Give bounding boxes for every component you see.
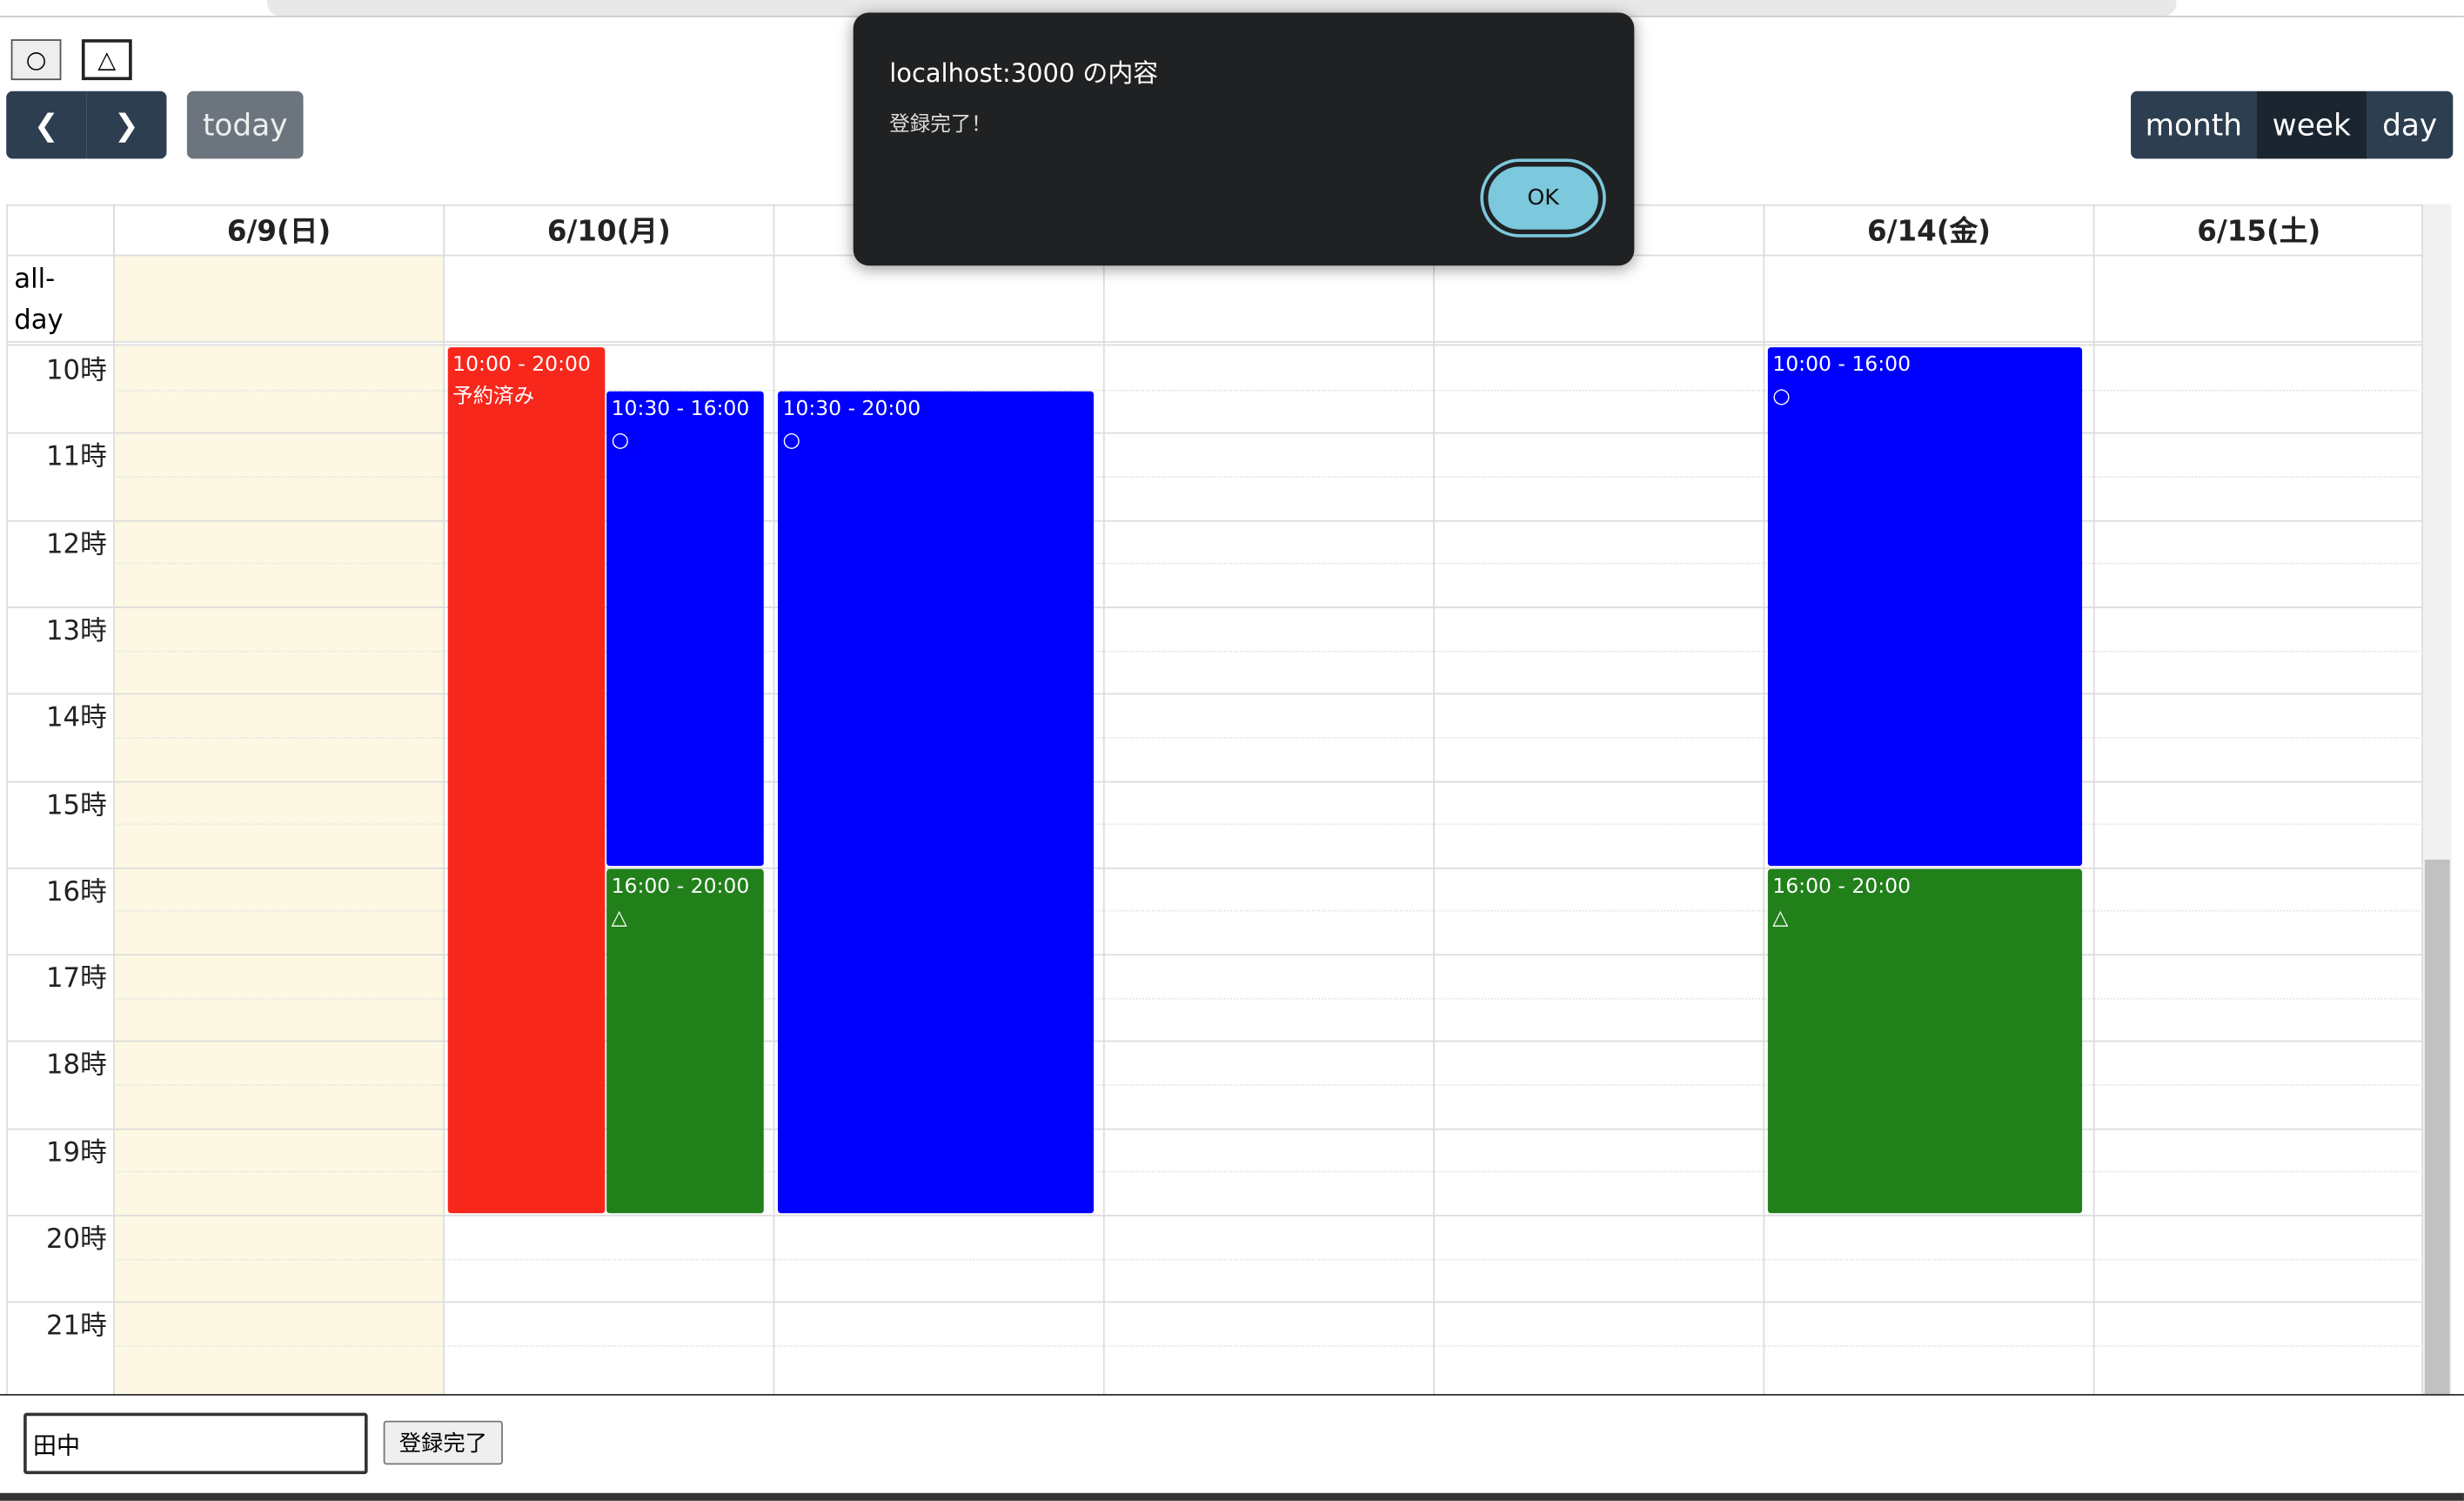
half-hour-line bbox=[113, 910, 2424, 913]
symbol-button[interactable]: △ bbox=[81, 39, 132, 81]
column-line bbox=[1763, 204, 1765, 1395]
hour-label: 10時 bbox=[46, 355, 107, 387]
submit-button[interactable]: 登録完了 bbox=[383, 1420, 503, 1465]
day-button[interactable]: day bbox=[2366, 90, 2454, 159]
event-label: △ bbox=[611, 906, 627, 930]
column-line bbox=[113, 204, 115, 1395]
all-day-label: all-day bbox=[14, 264, 64, 337]
hour-line bbox=[6, 606, 2424, 608]
form-bar bbox=[0, 1394, 2464, 1493]
half-hour-line bbox=[113, 1084, 2424, 1087]
column-line bbox=[443, 204, 445, 1395]
event[interactable]: 16:00 - 20:00 △ bbox=[606, 868, 764, 1214]
day-header: 6/10(月) bbox=[443, 204, 773, 255]
hour-label: 17時 bbox=[46, 963, 107, 995]
event-label: ○ bbox=[611, 428, 630, 452]
event-time: 10:00 - 16:00 bbox=[1772, 353, 1912, 378]
hour-label: 15時 bbox=[46, 789, 107, 821]
event-label: ○ bbox=[782, 428, 800, 452]
half-hour-line bbox=[113, 1344, 2424, 1347]
hour-line bbox=[6, 1041, 2424, 1043]
half-hour-line bbox=[113, 736, 2424, 739]
bottom-edge bbox=[0, 1492, 2464, 1501]
next-button[interactable]: ❯ bbox=[86, 90, 167, 159]
event-time: 16:00 - 20:00 bbox=[611, 874, 750, 899]
event-label: 予約済み bbox=[452, 385, 535, 409]
event[interactable]: 10:30 - 20:00 ○ bbox=[778, 391, 1095, 1214]
hour-label: 21時 bbox=[46, 1310, 107, 1343]
name-input[interactable]: 田中 bbox=[23, 1412, 368, 1475]
hour-line bbox=[6, 519, 2424, 521]
hour-line bbox=[6, 432, 2424, 435]
prev-button[interactable]: ❮ bbox=[6, 90, 87, 159]
hour-line bbox=[6, 693, 2424, 695]
day-header: 6/15(土) bbox=[2092, 204, 2423, 255]
column-line bbox=[1102, 204, 1105, 1395]
hour-line bbox=[6, 1301, 2424, 1303]
hour-label: 13時 bbox=[46, 615, 107, 647]
allday-line bbox=[6, 340, 2424, 346]
scrollbar-thumb bbox=[2424, 859, 2450, 1395]
hour-line bbox=[6, 1128, 2424, 1130]
hour-label: 12時 bbox=[46, 528, 107, 561]
half-hour-line bbox=[113, 476, 2424, 478]
half-hour-line bbox=[113, 1258, 2424, 1260]
hour-line bbox=[6, 780, 2424, 782]
event[interactable]: 10:00 - 16:00 ○ bbox=[1767, 347, 2083, 866]
symbol-button[interactable]: ○ bbox=[10, 39, 62, 81]
hour-label: 20時 bbox=[46, 1223, 107, 1256]
hour-label: 18時 bbox=[46, 1050, 107, 1082]
column-line bbox=[1433, 204, 1435, 1395]
event-time: 16:00 - 20:00 bbox=[1772, 874, 1912, 899]
event[interactable]: 16:00 - 20:00 △ bbox=[1767, 868, 2083, 1214]
half-hour-line bbox=[113, 1171, 2424, 1173]
day-header: 6/9(日) bbox=[113, 204, 443, 255]
browser-bar bbox=[267, 0, 2177, 17]
alert-dialog: localhost:3000 の内容 登録完了！ OK bbox=[853, 12, 1635, 266]
half-hour-line bbox=[113, 649, 2424, 652]
dialog-message: 登録完了！ bbox=[889, 113, 992, 137]
today-button[interactable]: today bbox=[186, 90, 304, 159]
event-time: 10:30 - 16:00 bbox=[611, 397, 750, 421]
half-hour-line bbox=[113, 563, 2424, 565]
half-hour-line bbox=[113, 823, 2424, 826]
column-line bbox=[2092, 204, 2095, 1395]
event-label: △ bbox=[1772, 906, 1789, 930]
half-hour-line bbox=[113, 997, 2424, 1000]
column-line bbox=[773, 204, 775, 1395]
hour-line bbox=[6, 1215, 2424, 1216]
day-header: 6/14(金) bbox=[1763, 204, 2092, 255]
event-time: 10:00 - 20:00 bbox=[452, 353, 591, 378]
ok-button[interactable]: OK bbox=[1480, 158, 1606, 238]
month-button[interactable]: month bbox=[2131, 90, 2257, 159]
week-button[interactable]: week bbox=[2256, 90, 2367, 159]
hour-label: 11時 bbox=[46, 442, 107, 474]
event-label: ○ bbox=[1772, 385, 1791, 409]
event[interactable]: 10:00 - 20:00 予約済み bbox=[447, 347, 606, 1214]
hour-line bbox=[6, 867, 2424, 869]
hour-label: 14時 bbox=[46, 702, 107, 734]
event[interactable]: 10:30 - 16:00 ○ bbox=[606, 391, 764, 866]
today-allday bbox=[113, 254, 444, 341]
hour-label: 19時 bbox=[46, 1137, 107, 1169]
dialog-title: localhost:3000 の内容 bbox=[889, 57, 1159, 89]
event-time: 10:30 - 20:00 bbox=[782, 397, 921, 421]
hour-label: 16時 bbox=[46, 876, 107, 908]
hour-line bbox=[6, 954, 2424, 956]
half-hour-line bbox=[113, 389, 2424, 392]
